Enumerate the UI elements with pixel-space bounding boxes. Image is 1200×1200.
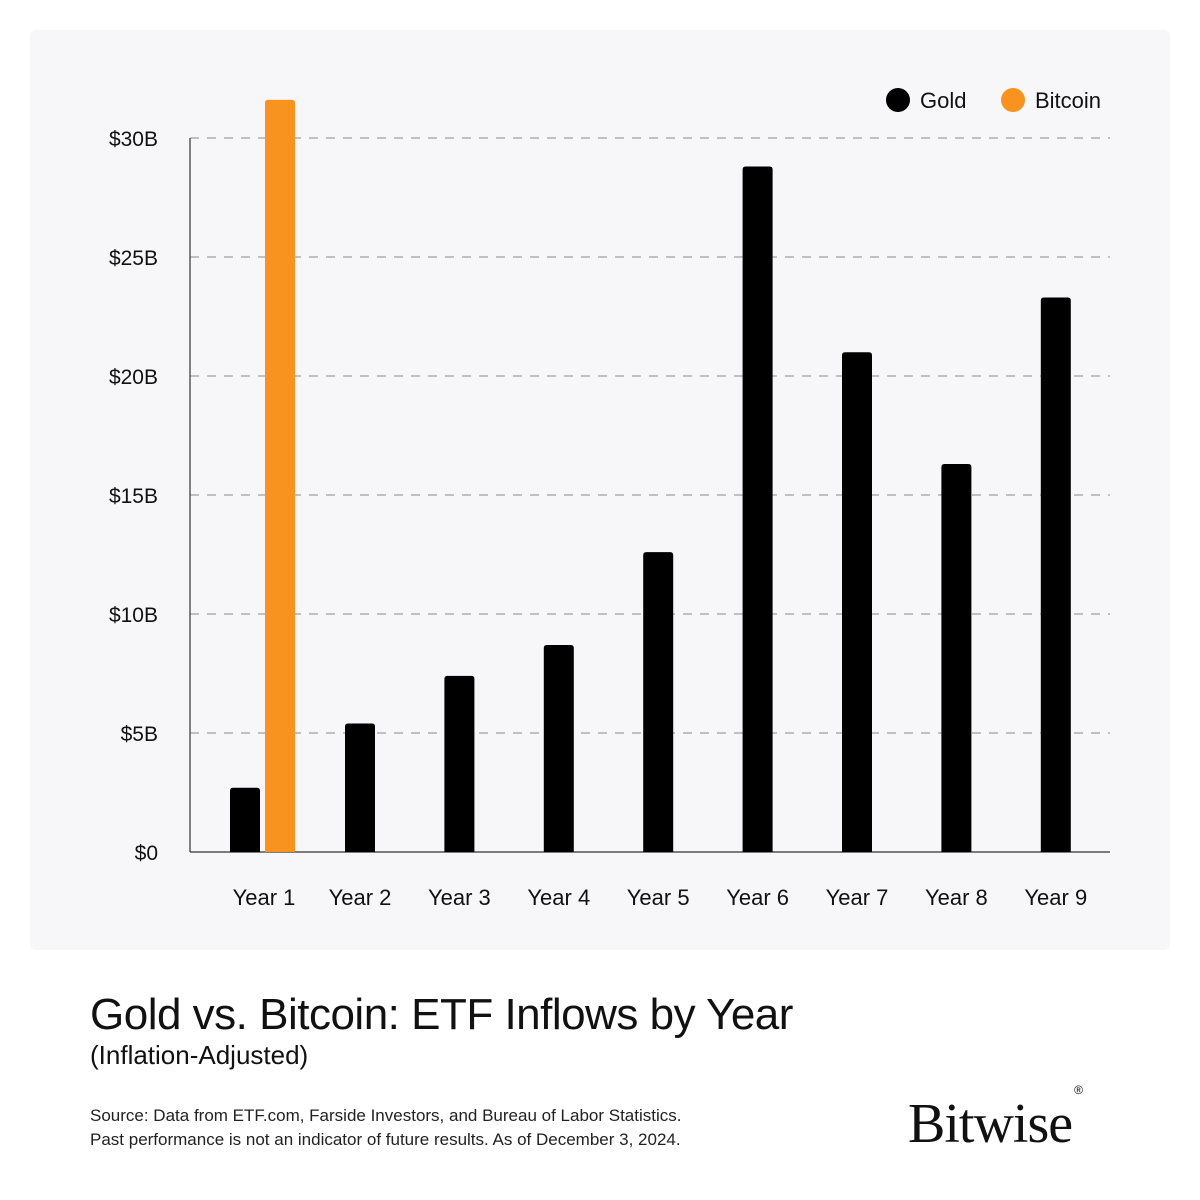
bar-gold-3 bbox=[444, 675, 475, 852]
x-tick-label: Year 8 bbox=[925, 885, 988, 910]
y-tick-label: $10B bbox=[109, 604, 158, 627]
y-tick-label: $5B bbox=[121, 723, 158, 746]
bars bbox=[230, 99, 1071, 853]
chart-panel bbox=[30, 30, 1170, 950]
x-tick-label: Year 1 bbox=[233, 885, 296, 910]
tick-labels: $0 $5B $10B $15B $20B $25B $30B Year 1 Year 2 Yea… bbox=[109, 128, 1087, 910]
bar-gold-6 bbox=[742, 166, 773, 852]
x-tick-label: Year 5 bbox=[627, 885, 690, 910]
legend-bitcoin-label: Bitcoin bbox=[1035, 88, 1101, 113]
x-tick-label: Year 4 bbox=[527, 885, 590, 910]
bar-gold-7 bbox=[842, 352, 872, 852]
logo-text: Bitwise bbox=[908, 1093, 1073, 1155]
source-line-1: Source: Data from ETF.com, Farside Inves… bbox=[90, 1106, 682, 1125]
bar-gold-5 bbox=[643, 552, 674, 852]
y-tick-label: $20B bbox=[109, 366, 158, 389]
registered-mark: ® bbox=[1074, 1083, 1083, 1098]
source-note: Source: Data from ETF.com, Farside Inves… bbox=[90, 1104, 850, 1152]
legend-bitcoin-swatch bbox=[1001, 88, 1025, 112]
legend-gold-swatch bbox=[886, 88, 910, 112]
bar-gold-8 bbox=[941, 464, 972, 852]
bar-gold-4 bbox=[543, 644, 574, 852]
bar-bitcoin-1 bbox=[265, 99, 295, 853]
x-tick-label: Year 6 bbox=[726, 885, 789, 910]
y-tick-label: $30B bbox=[109, 128, 158, 151]
x-tick-label: Year 3 bbox=[428, 885, 491, 910]
bitwise-logo: Bitwise® bbox=[908, 1083, 1083, 1156]
bar-chart: $0 $5B $10B $15B $20B $25B $30B Year 1 Year 2 Yea… bbox=[109, 88, 1110, 910]
y-tick-label: $15B bbox=[109, 485, 158, 508]
chart-subtitle: (Inflation-Adjusted) bbox=[90, 1040, 309, 1070]
legend-gold-label: Gold bbox=[920, 88, 966, 113]
y-tick-label: $25B bbox=[109, 247, 158, 270]
x-tick-label: Year 9 bbox=[1024, 885, 1087, 910]
bar-gold-9 bbox=[1040, 297, 1071, 853]
source-line-2: Past performance is not an indicator of … bbox=[90, 1130, 681, 1149]
chart-title: Gold vs. Bitcoin: ETF Inflows by Year bbox=[90, 990, 793, 1039]
x-tick-label: Year 2 bbox=[329, 885, 392, 910]
legend: Gold Bitcoin bbox=[886, 88, 1101, 113]
x-tick-label: Year 7 bbox=[826, 885, 889, 910]
y-tick-label: $0 bbox=[135, 842, 158, 865]
bar-gold-2 bbox=[345, 723, 375, 852]
bar-gold-1 bbox=[230, 787, 260, 852]
